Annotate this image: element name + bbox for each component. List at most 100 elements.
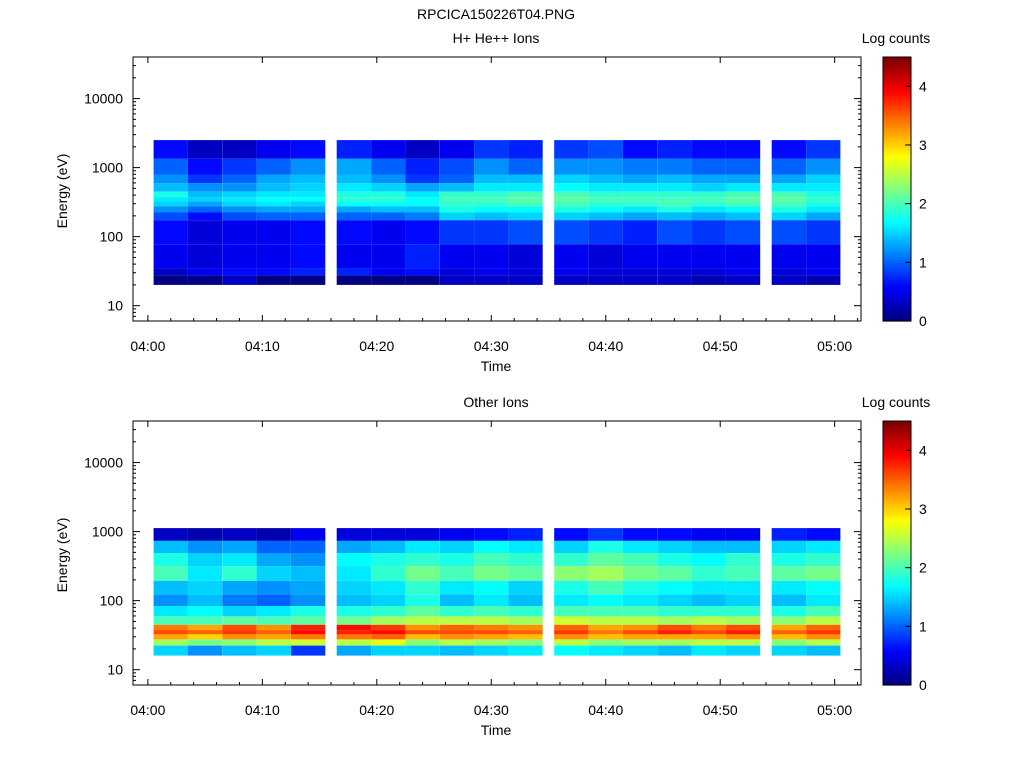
colorbar-segment (883, 429, 911, 434)
heatmap-cell (725, 244, 761, 269)
heatmap-cell (187, 616, 223, 625)
y-tick-label: 10000 (84, 91, 123, 107)
colorbar-segment (883, 215, 911, 219)
x-tick-label: 04:40 (588, 338, 623, 354)
heatmap-cell (508, 639, 543, 646)
heatmap-cell (691, 528, 726, 541)
panel-2-x-axis-label: Time (481, 722, 512, 738)
heatmap-cell (806, 174, 841, 184)
heatmap-cell (588, 212, 623, 221)
heatmap-cell (657, 268, 692, 276)
heatmap-cell (439, 140, 475, 159)
heatmap-cell (153, 540, 188, 553)
heatmap-cell (222, 624, 257, 631)
heatmap-cell (622, 634, 658, 640)
heatmap-cell (725, 174, 761, 184)
heatmap-cell (657, 201, 692, 207)
heatmap-cell (771, 624, 806, 631)
colorbar-segment (883, 585, 911, 589)
heatmap-cell (405, 553, 440, 567)
heatmap-cell (187, 275, 223, 285)
heatmap-cell (622, 244, 658, 269)
heatmap-cell (336, 275, 371, 285)
heatmap-cell (256, 645, 291, 656)
heatmap-cell (405, 158, 440, 175)
colorbar-segment (883, 200, 911, 205)
colorbar-segment (883, 224, 911, 228)
heatmap-cell (291, 630, 326, 635)
heatmap-cell (256, 191, 291, 197)
heatmap-cell (771, 197, 806, 202)
heatmap-cell (588, 540, 623, 553)
heatmap-cell (256, 268, 291, 276)
colorbar-segment (883, 599, 911, 604)
heatmap-cell (405, 183, 440, 192)
heatmap-cell (806, 212, 841, 221)
heatmap-cell (222, 212, 257, 221)
heatmap-cell (405, 594, 440, 606)
heatmap-cell (622, 183, 658, 192)
heatmap-cell (187, 553, 223, 567)
colorbar-segment (883, 561, 911, 566)
colorbar-segment (883, 189, 911, 193)
heatmap-cell (222, 616, 257, 625)
heatmap-cell (222, 630, 257, 635)
x-tick-label: 04:10 (245, 702, 280, 718)
heatmap-cell (256, 639, 291, 646)
colorbar-segment (883, 300, 911, 304)
heatmap-cell (725, 594, 761, 606)
heatmap-cell (725, 580, 761, 595)
colorbar-segment (883, 145, 911, 149)
colorbar-segment (883, 517, 911, 522)
heatmap-cell (336, 158, 371, 175)
heatmap-cell (508, 624, 543, 631)
heatmap-cell (588, 201, 623, 207)
colorbar-segment (883, 638, 911, 642)
colorbar-segment (883, 605, 911, 610)
heatmap-cell (554, 580, 589, 595)
heatmap-cell (256, 212, 291, 221)
x-tick-label: 04:30 (474, 338, 509, 354)
colorbar-segment (883, 244, 911, 249)
heatmap-cell (588, 566, 623, 581)
panel-2-plot-frame (132, 420, 862, 686)
heatmap-cell (222, 174, 257, 184)
heatmap-cell (336, 645, 371, 656)
heatmap-cell (622, 158, 658, 175)
heatmap-cell (291, 616, 326, 625)
colorbar-tick-label: 4 (919, 78, 927, 94)
heatmap-cell (291, 191, 326, 197)
heatmap-cell (806, 220, 841, 245)
heatmap-cell (291, 197, 326, 202)
colorbar-segment (883, 71, 911, 76)
colorbar-segment (883, 271, 911, 275)
heatmap-cell (405, 244, 440, 269)
heatmap-cell (622, 540, 658, 553)
heatmap-cell (439, 220, 475, 245)
panel-2-colorbar-label: Log counts (862, 394, 931, 410)
heatmap-cell (806, 616, 841, 625)
heatmap-cell (222, 244, 257, 269)
heatmap-cell (222, 201, 257, 207)
heatmap-cell (336, 594, 371, 606)
colorbar-segment (883, 262, 911, 266)
colorbar-segment (883, 520, 911, 525)
heatmap-cell (554, 528, 589, 541)
heatmap-cell (622, 639, 658, 646)
heatmap-cell (153, 212, 188, 221)
heatmap-cell (336, 140, 371, 159)
colorbar-segment (883, 482, 911, 487)
heatmap-cell (691, 191, 726, 197)
heatmap-cell (439, 191, 475, 197)
colorbar-segment (883, 259, 911, 263)
colorbar-segment (883, 268, 911, 272)
panel-2-heatmap-cells (153, 528, 841, 656)
x-tick-label: 04:10 (245, 338, 280, 354)
heatmap-cell (508, 540, 543, 553)
heatmap-cell (588, 645, 623, 656)
panel-1-colorbar: 0 1 2 3 4 (882, 56, 927, 329)
heatmap-cell (554, 140, 589, 159)
heatmap-cell (153, 183, 188, 192)
heatmap-cell (806, 540, 841, 553)
heatmap-cell (725, 606, 761, 617)
